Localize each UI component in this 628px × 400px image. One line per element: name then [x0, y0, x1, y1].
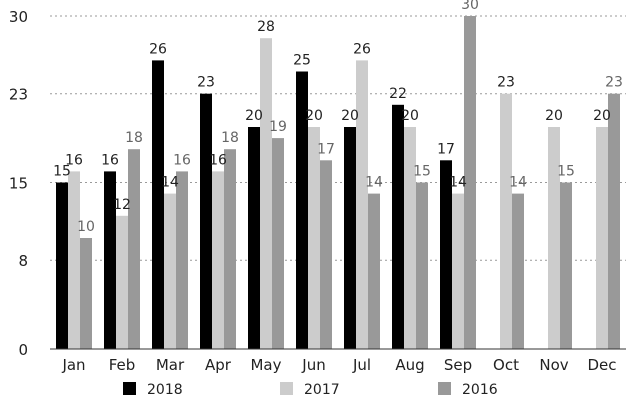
bar-2016-nov	[560, 182, 572, 349]
x-tick-label-sep: Sep	[444, 356, 472, 374]
legend-label-2018: 2018	[147, 382, 183, 398]
legend-swatch-2016	[438, 382, 451, 395]
legend-swatch-2018	[123, 382, 136, 395]
bar-2016-may	[272, 138, 284, 349]
data-label-2018-aug: 22	[389, 86, 407, 102]
data-label-2017-jul: 26	[353, 41, 371, 57]
legend-label-2016: 2016	[462, 382, 498, 398]
bars	[56, 16, 620, 350]
bar-2018-jul	[344, 127, 356, 349]
legend: 2018 2017 2016	[123, 382, 498, 398]
bar-2018-feb	[104, 171, 116, 349]
y-tick-label: 23	[9, 86, 28, 104]
x-axis-ticks: Jan Feb Mar Apr May Jun Jul Aug Sep Oct Nov Dec	[61, 356, 616, 374]
bar-2018-may	[248, 127, 260, 349]
x-tick-label-nov: Nov	[539, 356, 568, 374]
x-tick-label-mar: Mar	[156, 356, 185, 374]
gridlines	[50, 15, 626, 261]
data-label-2018-apr: 23	[197, 75, 215, 91]
bar-2016-mar	[176, 171, 188, 349]
x-tick-label-dec: Dec	[587, 356, 616, 374]
data-label-2017-jan: 16	[65, 152, 83, 168]
bar-2017-oct	[500, 93, 512, 349]
x-tick-label-feb: Feb	[109, 356, 136, 374]
data-label-2016-apr: 18	[221, 130, 239, 146]
data-label-2018-mar: 26	[149, 41, 167, 57]
bar-2017-mar	[164, 193, 176, 349]
y-tick-label: 30	[9, 8, 28, 26]
bar-2017-apr	[212, 171, 224, 349]
x-tick-label-jun: Jun	[301, 356, 325, 374]
bar-2017-jan	[68, 171, 80, 349]
y-tick-label: 8	[18, 252, 28, 270]
bar-2016-jul	[368, 193, 380, 349]
data-label-2017-oct: 23	[497, 75, 515, 91]
bar-2017-may	[260, 38, 272, 349]
data-label-2018-feb: 16	[101, 152, 119, 168]
data-labels: 1516101612182614162316182028192520172026…	[53, 0, 623, 235]
data-label-2017-apr: 16	[209, 152, 227, 168]
data-label-2016-jan: 10	[77, 219, 95, 235]
bar-2018-sep	[440, 160, 452, 349]
data-label-2017-mar: 14	[161, 175, 179, 191]
data-label-2017-sep: 14	[449, 175, 467, 191]
bar-2017-sep	[452, 193, 464, 349]
legend-swatch-2017	[280, 382, 293, 395]
x-tick-label-aug: Aug	[395, 356, 424, 374]
data-label-2016-jul: 14	[365, 175, 383, 191]
data-label-2016-may: 19	[269, 119, 287, 135]
bar-2017-jul	[356, 60, 368, 350]
bar-2017-jun	[308, 127, 320, 349]
bar-2016-feb	[128, 149, 140, 349]
bar-2016-jun	[320, 160, 332, 349]
bar-2016-sep	[464, 16, 476, 349]
bar-2018-mar	[152, 60, 164, 350]
bar-2016-aug	[416, 182, 428, 349]
data-label-2016-sep: 30	[461, 0, 479, 13]
y-tick-label: 15	[9, 175, 28, 193]
bar-2016-apr	[224, 149, 236, 349]
data-label-2018-jan: 15	[53, 164, 71, 180]
data-label-2017-feb: 12	[113, 197, 131, 213]
data-label-2016-nov: 15	[557, 164, 575, 180]
bar-2018-jun	[296, 71, 308, 349]
bar-2017-dec	[596, 127, 608, 349]
x-tick-label-oct: Oct	[493, 356, 519, 374]
x-tick-label-apr: Apr	[205, 356, 232, 374]
data-label-2017-jun: 20	[305, 108, 323, 124]
data-label-2016-oct: 14	[509, 175, 527, 191]
y-tick-label: 0	[18, 341, 28, 359]
data-label-2017-dec: 20	[593, 108, 611, 124]
bar-2017-aug	[404, 127, 416, 349]
data-label-2017-aug: 20	[401, 108, 419, 124]
data-label-2016-dec: 23	[605, 75, 623, 91]
data-label-2016-aug: 15	[413, 164, 431, 180]
bar-2018-aug	[392, 104, 404, 349]
bar-2016-dec	[608, 93, 620, 349]
x-tick-label-jan: Jan	[61, 356, 85, 374]
y-axis-ticks: 0 8 15 23 30	[9, 8, 28, 359]
data-label-2018-jun: 25	[293, 53, 311, 69]
data-label-2017-nov: 20	[545, 108, 563, 124]
data-label-2018-may: 20	[245, 108, 263, 124]
bar-2018-apr	[200, 93, 212, 349]
data-label-2018-jul: 20	[341, 108, 359, 124]
bar-2017-nov	[548, 127, 560, 349]
bar-2018-jan	[56, 182, 68, 349]
bar-2016-oct	[512, 193, 524, 349]
data-label-2016-mar: 16	[173, 152, 191, 168]
bar-2017-feb	[116, 215, 128, 349]
legend-label-2017: 2017	[304, 382, 340, 398]
data-label-2016-feb: 18	[125, 130, 143, 146]
data-label-2016-jun: 17	[317, 141, 335, 157]
data-label-2017-may: 28	[257, 19, 275, 35]
bar-2016-jan	[80, 238, 92, 349]
data-label-2018-sep: 17	[437, 141, 455, 157]
x-tick-label-may: May	[250, 356, 281, 374]
x-tick-label-jul: Jul	[352, 356, 371, 374]
